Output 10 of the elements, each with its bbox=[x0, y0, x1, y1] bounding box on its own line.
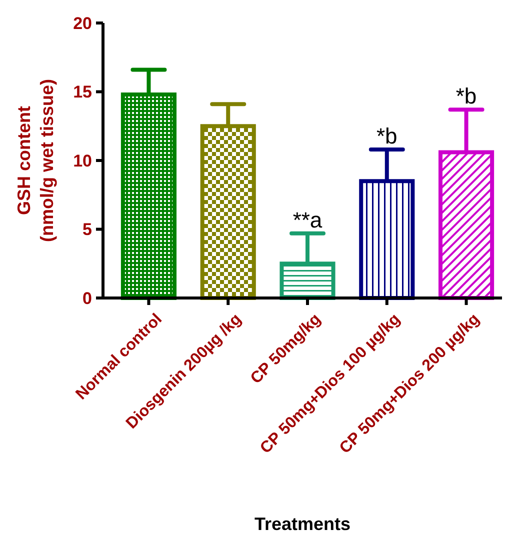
y-tick-label: 15 bbox=[73, 82, 92, 102]
y-tick-label: 0 bbox=[82, 288, 92, 308]
y-tick-label: 20 bbox=[73, 14, 92, 33]
x-axis-title: Treatments bbox=[254, 514, 351, 534]
y-axis-title: GSH content (nmol/g wet tissue) bbox=[14, 78, 57, 242]
y-tick-label: 10 bbox=[73, 151, 92, 170]
y-tick-label: 5 bbox=[82, 220, 92, 240]
annotation: **a bbox=[292, 207, 323, 232]
annotation: *b bbox=[456, 84, 477, 109]
annotation: *b bbox=[376, 124, 398, 148]
